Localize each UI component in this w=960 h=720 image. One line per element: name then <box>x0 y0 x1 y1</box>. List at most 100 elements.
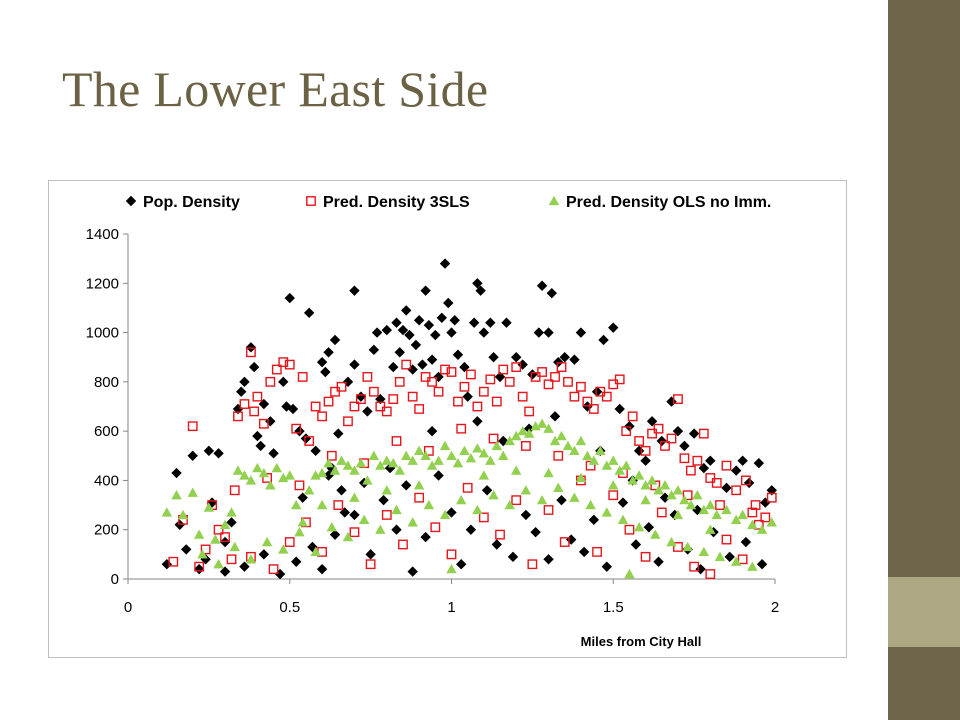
legend-marker <box>125 195 137 207</box>
data-point <box>760 497 771 508</box>
data-point <box>168 556 179 567</box>
data-point <box>666 396 677 407</box>
data-point <box>203 445 215 457</box>
series-1 <box>161 258 777 580</box>
data-point <box>543 554 554 565</box>
data-point <box>407 566 418 577</box>
data-point <box>543 379 554 390</box>
data-point <box>553 482 564 492</box>
data-point <box>316 356 328 368</box>
data-point <box>724 551 735 563</box>
data-point <box>414 492 425 503</box>
data-point <box>200 544 211 555</box>
data-point <box>682 490 693 501</box>
data-point <box>666 490 677 500</box>
data-point <box>342 531 354 542</box>
data-point <box>226 517 237 528</box>
data-point <box>420 285 431 296</box>
data-point <box>278 544 289 554</box>
data-point <box>488 352 499 363</box>
data-point <box>711 477 722 488</box>
data-point <box>608 480 619 490</box>
data-point <box>634 436 645 446</box>
data-point <box>721 534 732 545</box>
y-tick-label: 1000 <box>86 325 119 342</box>
data-point <box>261 536 273 547</box>
data-point <box>495 529 505 540</box>
data-point <box>653 423 664 434</box>
data-point <box>523 428 535 438</box>
data-point <box>329 465 341 475</box>
data-point <box>682 541 693 552</box>
data-point <box>721 482 732 494</box>
y-tick-label: 800 <box>94 374 119 391</box>
x-tick-label: 2 <box>771 599 779 616</box>
data-point <box>659 480 671 490</box>
data-point <box>488 490 499 500</box>
data-point <box>656 435 667 447</box>
data-point <box>569 391 580 402</box>
data-point <box>294 526 305 537</box>
data-point <box>388 361 399 373</box>
data-point <box>336 381 347 392</box>
data-point <box>517 391 528 402</box>
data-point <box>617 514 629 525</box>
data-point <box>249 406 260 417</box>
data-point <box>310 401 321 412</box>
data-point <box>310 470 321 480</box>
data-point <box>310 445 321 457</box>
data-point <box>472 278 483 289</box>
data-point <box>426 425 438 437</box>
data-point <box>452 457 464 468</box>
data-point <box>456 494 467 505</box>
data-point <box>446 507 457 518</box>
data-point <box>226 554 237 565</box>
data-point <box>756 559 768 570</box>
data-point <box>530 526 541 538</box>
data-point <box>278 357 289 368</box>
data-point <box>342 460 354 470</box>
data-point <box>578 546 590 558</box>
data-point <box>653 485 664 495</box>
data-point <box>563 376 573 387</box>
data-point <box>582 396 593 407</box>
data-point <box>440 364 450 375</box>
data-point <box>300 433 312 444</box>
data-point <box>576 381 586 392</box>
data-point <box>472 504 483 515</box>
legend-label: Pred. Density 3SLS <box>323 194 470 211</box>
data-point <box>284 470 295 480</box>
data-point <box>737 554 748 565</box>
data-point <box>304 436 315 446</box>
data-point <box>698 462 710 474</box>
data-point <box>268 564 279 575</box>
data-point <box>721 460 732 471</box>
data-point <box>349 509 360 521</box>
data-point <box>161 507 173 517</box>
data-point <box>391 436 402 446</box>
data-point <box>511 352 522 363</box>
data-point <box>381 510 392 520</box>
data-point <box>672 509 684 520</box>
data-point <box>472 401 483 412</box>
data-point <box>673 542 683 552</box>
data-point <box>443 297 454 309</box>
data-point <box>730 514 742 525</box>
data-point <box>537 367 547 377</box>
data-point <box>229 541 240 552</box>
data-point <box>177 509 189 520</box>
data-point <box>650 529 661 539</box>
data-point <box>747 561 758 571</box>
data-point <box>549 411 561 422</box>
x-axis-label: Miles from City Hall <box>581 634 702 649</box>
data-point <box>427 376 437 387</box>
data-point <box>643 522 655 533</box>
data-point <box>556 362 567 372</box>
data-point <box>310 546 321 557</box>
chart-legend: Pop. Density Pred. Density 3SLS Pred. Dens… <box>125 194 771 211</box>
data-point <box>349 492 360 502</box>
data-point <box>527 369 538 380</box>
data-point <box>368 344 380 356</box>
data-point <box>614 374 625 385</box>
data-point <box>595 386 606 397</box>
